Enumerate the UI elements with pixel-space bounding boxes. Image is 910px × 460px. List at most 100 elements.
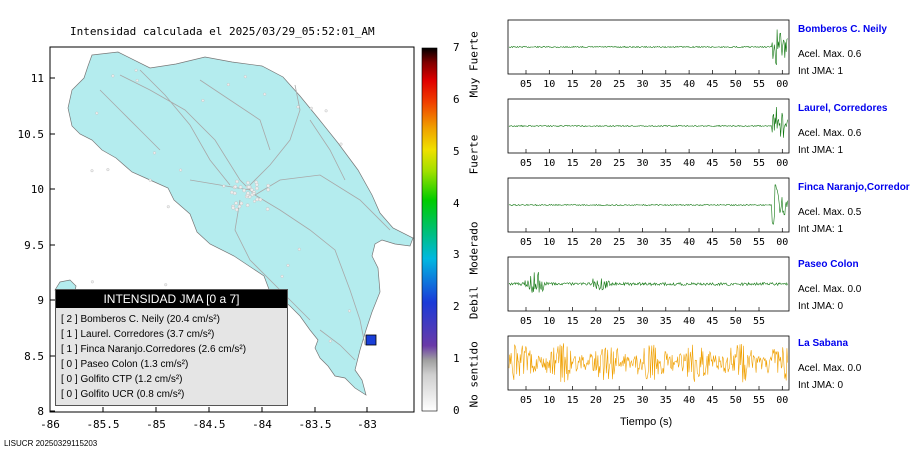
colorbar-tick-label: 6	[453, 92, 460, 106]
colorbar-label: No sentido	[467, 341, 481, 408]
station-dot	[95, 111, 99, 115]
station-dot	[243, 75, 247, 79]
colorbar-label: Debil	[467, 285, 481, 320]
waveform-tick-label: 30	[636, 237, 648, 248]
station-dot	[134, 68, 138, 72]
legend-row: [ 1 ] Finca Naranjo.Corredores (2.6 cm/s…	[61, 344, 247, 355]
station-dot	[135, 78, 139, 82]
waveform-tick-label: 15	[567, 395, 579, 406]
station-dot	[152, 151, 156, 155]
station-dot	[263, 92, 267, 96]
waveform-tick-label: 15	[567, 237, 579, 248]
waveform-tick-label: 35	[660, 237, 672, 248]
seismic-stations	[90, 68, 352, 349]
legend-row: [ 2 ] Bomberos C. Neily (20.4 cm/s²)	[61, 314, 220, 325]
waveform-tick-label: 55	[753, 395, 765, 406]
map-x-tick-label: -83.5	[298, 418, 331, 431]
waveform-tick-label: 55	[753, 158, 765, 169]
waveform-tick-label: 25	[613, 395, 625, 406]
map-y-tick-label: 11	[31, 72, 44, 85]
colorbar-tick-label: 2	[453, 300, 460, 314]
station-dot	[231, 205, 235, 210]
station-dot	[148, 178, 152, 182]
waveform-trace	[508, 184, 788, 225]
colorbar-tick-label: 5	[453, 144, 460, 158]
station-dot	[164, 283, 168, 287]
waveform-tick-label: 00	[776, 237, 788, 248]
waveform-tick-label: 05	[520, 79, 532, 90]
waveform-tick-label: 05	[520, 395, 532, 406]
station-marker-bomberos	[365, 334, 377, 346]
map-y-tick-label: 10	[31, 183, 44, 196]
waveform-tick-label: 40	[683, 395, 695, 406]
station-dot	[348, 309, 352, 313]
waveform-tick-label: 50	[730, 158, 742, 169]
map-y-tick-label: 8.5	[24, 350, 44, 363]
station-dot	[233, 184, 238, 189]
waveform-tick-label: 05	[520, 316, 532, 327]
waveform-tick-label: 05	[520, 237, 532, 248]
waveform-tick-label: 55	[753, 237, 765, 248]
station-jma: Int JMA: 0	[798, 301, 844, 312]
waveform-tick-label: 25	[613, 158, 625, 169]
station-dot	[111, 74, 115, 78]
waveform-tick-label: 50	[730, 316, 742, 327]
station-dot	[250, 188, 254, 192]
colorbar-label: Fuerte	[467, 134, 481, 175]
station-accel: Acel. Max. 0.6	[798, 49, 862, 60]
station-dot	[230, 190, 234, 195]
waveform-tick-label: 15	[567, 79, 579, 90]
waveform-tick-label: 15	[567, 158, 579, 169]
map-x-tick-label: -84	[252, 418, 272, 431]
waveform-tick-label: 45	[706, 316, 718, 327]
waveform-tick-label: 35	[660, 395, 672, 406]
station-dot	[106, 168, 110, 172]
waveform-tick-label: 20	[590, 79, 602, 90]
waveform-trace	[508, 106, 788, 138]
waveform-panel: 05 10 15 20 25 30 35 40 45 50 55	[507, 256, 790, 327]
station-dot	[258, 197, 263, 202]
colorbar-tick-label: 3	[453, 248, 460, 262]
waveform-tick-label: 10	[543, 237, 555, 248]
station-name: La Sabana	[798, 338, 849, 349]
legend-title: INTENSIDAD JMA [0 a 7]	[56, 290, 287, 308]
colorbar-tick-label: 4	[453, 196, 460, 210]
station-jma: Int JMA: 1	[798, 145, 844, 156]
colorbar-tick-label: 1	[453, 352, 460, 366]
road-network	[99, 69, 391, 361]
waveform-trace	[508, 343, 788, 383]
waveform-tick-label: 55	[753, 316, 765, 327]
station-accel: Acel. Max. 0.5	[798, 207, 862, 218]
waveform-panel: 05 10 15 20 25 30 35 40 45 50 55 00	[507, 19, 790, 90]
waveform-tick-label: 20	[590, 316, 602, 327]
waveform-panels: 05 10 15 20 25 30 35 40 45 50 55 00 05 10 15 20 25 30 35 40…	[507, 19, 790, 406]
waveform-tick-label: 45	[706, 79, 718, 90]
waveform-tick-label: 10	[543, 316, 555, 327]
waveform-tick-label: 00	[776, 79, 788, 90]
waveform-tick-label: 05	[520, 158, 532, 169]
waveform-tick-label: 40	[683, 79, 695, 90]
station-dot	[255, 182, 259, 187]
station-dot	[237, 204, 242, 209]
waveform-tick-label: 40	[683, 237, 695, 248]
map-x-tick-label: -86	[40, 418, 60, 431]
station-dot	[252, 191, 256, 195]
station-dot	[252, 199, 256, 203]
waveform-tick-label: 10	[543, 158, 555, 169]
station-dot	[201, 98, 205, 102]
waveform-tick-label: 50	[730, 79, 742, 90]
legend-row: [ 0 ] Golfito CTP (1.2 cm/s²)	[61, 374, 183, 385]
station-dot	[324, 109, 328, 113]
waveform-trace	[508, 272, 788, 293]
station-jma: Int JMA: 1	[798, 224, 844, 235]
map-y-tick-label: 9	[37, 294, 44, 307]
station-dot	[90, 280, 94, 284]
station-dot	[280, 274, 284, 278]
waveform-tick-label: 10	[543, 395, 555, 406]
station-dot	[246, 191, 250, 195]
colorbar-tick-label: 0	[453, 404, 460, 417]
waveform-tick-label: 25	[613, 316, 625, 327]
waveform-tick-label: 40	[683, 158, 695, 169]
station-dot	[246, 180, 250, 185]
waveform-tick-label: 20	[590, 158, 602, 169]
